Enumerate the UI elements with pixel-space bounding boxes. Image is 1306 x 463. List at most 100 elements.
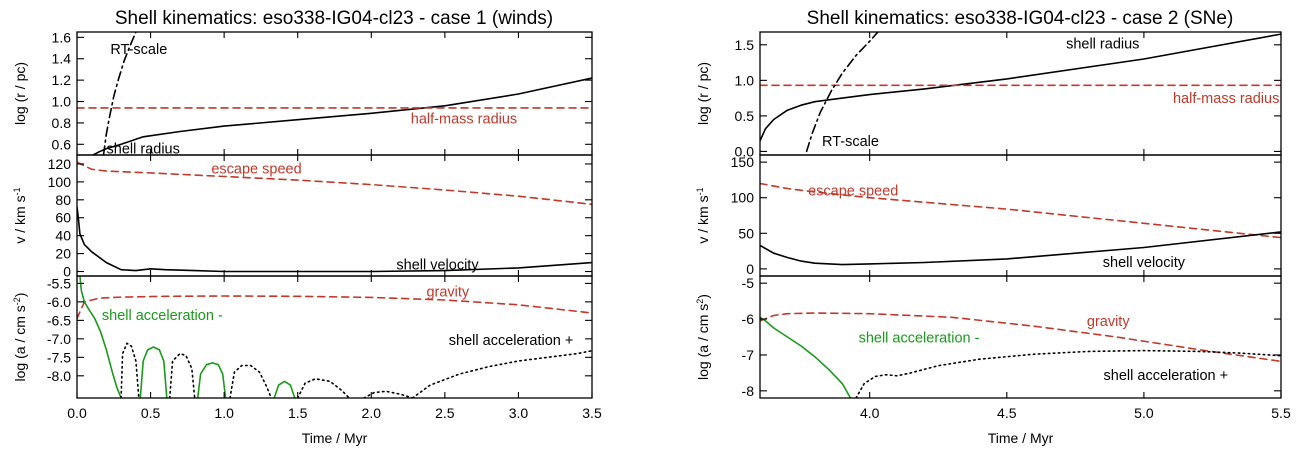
x-tick-label: 5.0	[1134, 405, 1154, 421]
series-annotation: escape speed	[211, 161, 301, 177]
series-group	[77, 32, 592, 155]
y-tick-label: 100	[731, 190, 755, 206]
y-tick-label: -6	[742, 311, 755, 327]
panel-2: 0 50 100 150 v / km s-1 escape speed shell vel…	[695, 154, 1282, 277]
series-line-dotted	[411, 349, 592, 398]
y-tick-label: 0.8	[52, 115, 72, 131]
y-tick-label: 100	[48, 174, 72, 190]
x-tick-label: 0.0	[67, 405, 87, 421]
y-tick-label: 60	[55, 210, 71, 226]
x-tick-label: 4.5	[997, 405, 1017, 421]
y-axis-label: v / km s-1	[695, 187, 711, 243]
x-tick-label: 2.5	[435, 405, 455, 421]
series-line-dotted	[168, 352, 196, 398]
x-tick-label: 3.0	[509, 405, 529, 421]
panel-3: -5 -6 -7 -8 log (a / cm s2) gravity shell acce…	[695, 275, 1282, 399]
panel-frame	[759, 275, 1282, 399]
series-annotation: escape speed	[808, 184, 898, 200]
series-group	[760, 182, 1281, 266]
series-line-solid	[760, 231, 1281, 266]
panel-frame	[76, 275, 593, 399]
series-line-dashed	[77, 161, 592, 206]
x-axis-label: Time / Myr	[988, 430, 1054, 446]
y-axis-label: log (a / cm s-2)	[12, 293, 28, 382]
y-tick-label: -5	[742, 275, 755, 291]
series-line-solid	[196, 362, 227, 398]
series-annotation: shell radius	[107, 142, 180, 158]
y-axis-label: v / km s-1	[12, 187, 28, 243]
series-line-dotted	[229, 364, 273, 398]
y-tick-label: -8	[742, 383, 755, 399]
y-tick-label: -5.5	[47, 275, 71, 291]
series-line-dashed	[760, 312, 1281, 363]
y-tick-label: -6.0	[47, 294, 71, 310]
chart-1: Shell kinematics: eso338-IG04-cl23 - cas…	[12, 8, 602, 446]
y-tick-label: 1.0	[52, 94, 72, 110]
series-group	[760, 312, 1281, 398]
y-tick-label: 50	[738, 225, 754, 241]
series-group	[760, 32, 1281, 153]
panel-2: 0 20 40 60 80 100 120 v / km s-1 escape speed she…	[12, 154, 593, 280]
series-line-solid	[760, 316, 852, 398]
panel-1: 0.6 0.8 1.0 1.2 1.4 1.6 log (r / pc) RT-scale ha…	[12, 29, 593, 158]
y-tick-label: 20	[55, 246, 71, 262]
y-tick-label: 1.0	[735, 72, 755, 88]
series-line-dashdot	[805, 32, 879, 153]
y-axis-label: log (r / pc)	[695, 62, 711, 125]
series-annotation: half-mass radius	[411, 112, 517, 128]
x-tick-label: 4.0	[860, 405, 880, 421]
y-tick-label: -6.5	[47, 312, 71, 328]
y-tick-label: 0.0	[735, 143, 755, 159]
y-tick-label: 0	[63, 264, 71, 280]
series-line-solid	[77, 206, 592, 273]
series-annotation: shell velocity	[396, 257, 479, 273]
y-tick-label: 1.6	[52, 29, 72, 45]
series-line-dotted	[296, 377, 351, 398]
series-group	[77, 276, 592, 398]
chart-2: Shell kinematics: eso338-IG04-cl23 - cas…	[695, 8, 1291, 446]
series-line-solid	[92, 77, 592, 155]
chart-title: Shell kinematics: eso338-IG04-cl23 - cas…	[115, 8, 553, 29]
y-tick-label: 0.6	[52, 136, 72, 152]
panel-1: 0.0 0.5 1.0 1.5 log (r / pc) shell radius half…	[695, 31, 1282, 159]
series-line-solid	[273, 380, 296, 398]
series-annotation: RT-scale	[110, 42, 167, 58]
y-tick-label: 1.4	[52, 51, 72, 67]
series-annotation: shell acceleration +	[1104, 368, 1229, 384]
x-tick-label: 5.5	[1271, 405, 1291, 421]
series-annotation: half-mass radius	[1173, 91, 1279, 107]
x-tick-label: 1.0	[214, 405, 234, 421]
series-annotation: shell acceleration -	[859, 331, 980, 347]
series-annotation: shell acceleration -	[102, 308, 223, 324]
panel-3: -5.5 -6.0 -6.5 -7.0 -7.5 -8.0 log (a / cm s-2)…	[12, 275, 593, 399]
series-line-solid	[79, 276, 122, 398]
x-axis-label: Time / Myr	[302, 430, 368, 446]
series-line-solid	[139, 346, 168, 398]
y-tick-label: 40	[55, 228, 71, 244]
series-annotation: RT-scale	[822, 134, 879, 150]
series-annotation: shell velocity	[1103, 255, 1186, 271]
y-tick-label: 1.2	[52, 72, 72, 88]
series-line-dotted	[120, 342, 140, 398]
y-tick-label: 0	[746, 261, 754, 277]
series-annotation: shell radius	[1066, 36, 1139, 52]
x-tick-label: 0.5	[141, 405, 161, 421]
series-annotation: gravity	[1087, 314, 1130, 330]
series-line-dashed	[760, 182, 1281, 239]
y-tick-label: -7.5	[47, 349, 71, 365]
chart-title: Shell kinematics: eso338-IG04-cl23 - cas…	[807, 8, 1234, 29]
series-line-dashed	[77, 295, 592, 320]
x-tick-label: 2.0	[362, 405, 382, 421]
y-tick-label: 150	[731, 154, 755, 170]
y-tick-label: -8.0	[47, 368, 71, 384]
y-axis-label: log (r / pc)	[12, 62, 28, 125]
series-annotation: gravity	[426, 285, 469, 301]
series-line-solid	[760, 33, 1281, 142]
series-annotation: shell acceleration +	[449, 333, 574, 349]
y-tick-label: 80	[55, 192, 71, 208]
y-tick-label: 1.5	[735, 37, 755, 53]
x-tick-label: 1.5	[288, 405, 308, 421]
series-group	[77, 161, 592, 273]
series-line-dashdot	[102, 32, 137, 155]
